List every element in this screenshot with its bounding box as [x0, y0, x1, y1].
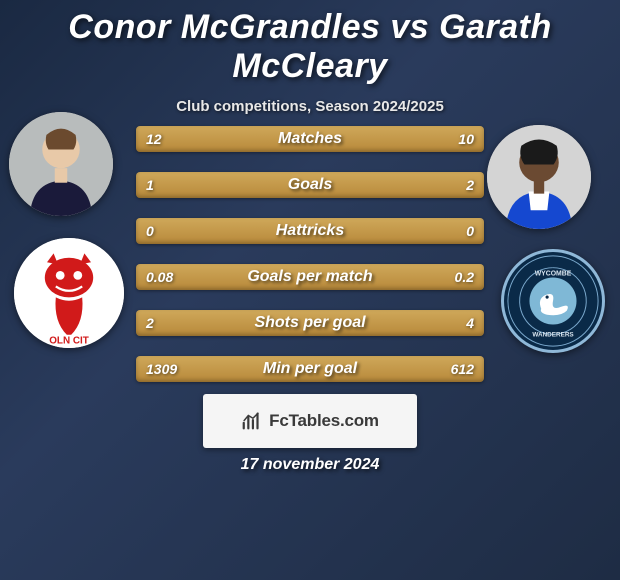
- stat-label: Shots per goal: [136, 310, 484, 336]
- stat-label: Hattricks: [136, 218, 484, 244]
- svg-text:OLN CIT: OLN CIT: [49, 336, 89, 347]
- date-label: 17 november 2024: [0, 456, 620, 474]
- stat-right-value: 612: [441, 356, 484, 382]
- stat-label: Min per goal: [136, 356, 484, 382]
- page-title: Conor McGrandles vs Garath McCleary: [0, 8, 620, 86]
- stat-row-goals-per-match: 0.08 Goals per match 0.2: [136, 264, 484, 290]
- stat-label: Goals: [136, 172, 484, 198]
- season-subtitle: Club competitions, Season 2024/2025: [0, 98, 620, 115]
- svg-text:WYCOMBE: WYCOMBE: [535, 271, 572, 278]
- stat-row-goals: 1 Goals 2: [136, 172, 484, 198]
- stat-row-min-per-goal: 1309 Min per goal 612: [136, 356, 484, 382]
- stat-label: Matches: [136, 126, 484, 152]
- stats-icon: [241, 410, 263, 432]
- stat-right-value: 10: [448, 126, 484, 152]
- stat-row-shots-per-goal: 2 Shots per goal 4: [136, 310, 484, 336]
- stat-right-value: 0.2: [445, 264, 484, 290]
- stat-right-value: 2: [456, 172, 484, 198]
- stat-right-value: 0: [456, 218, 484, 244]
- stats-bars: 12 Matches 10 1 Goals 2 0 Hattricks 0 0.…: [136, 126, 484, 402]
- stat-label: Goals per match: [136, 264, 484, 290]
- stat-right-value: 4: [456, 310, 484, 336]
- stat-row-hattricks: 0 Hattricks 0: [136, 218, 484, 244]
- player-left-club-badge: OLN CIT: [14, 238, 124, 348]
- source-label: FcTables.com: [269, 411, 379, 431]
- svg-text:WANDERERS: WANDERERS: [532, 331, 573, 338]
- player-left-avatar: [9, 112, 113, 216]
- stat-row-matches: 12 Matches 10: [136, 126, 484, 152]
- source-badge: FcTables.com: [203, 394, 417, 448]
- player-right-club-badge: WYCOMBE WANDERERS: [501, 249, 605, 353]
- player-right-avatar: [487, 125, 591, 229]
- comparison-card: Conor McGrandles vs Garath McCleary Club…: [0, 0, 620, 580]
